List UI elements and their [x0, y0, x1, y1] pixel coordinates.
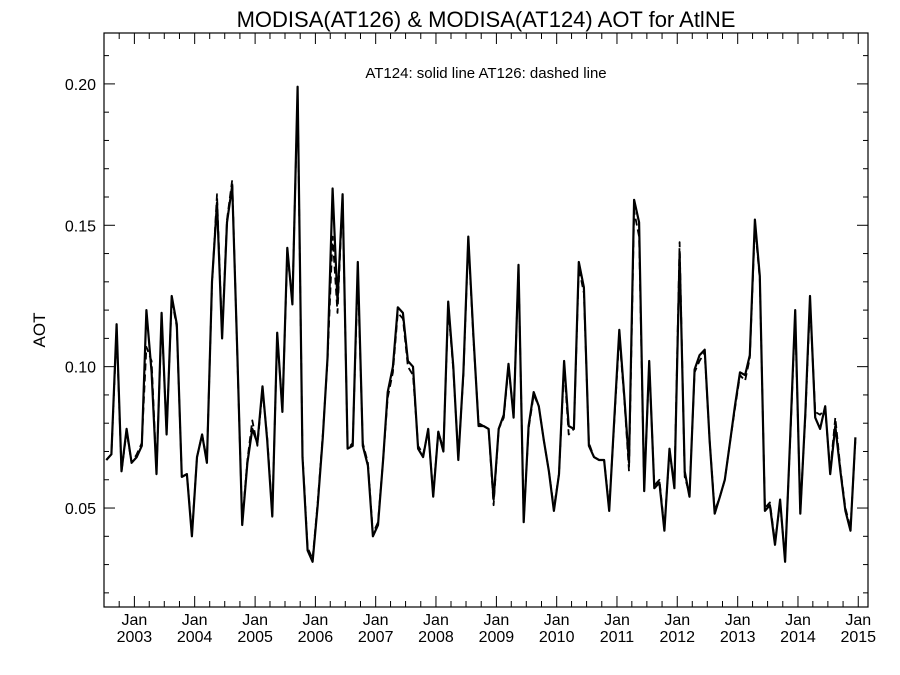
series-line-solid: [105, 85, 857, 563]
x-tick-year-label: 2011: [600, 629, 635, 646]
x-tick-month-label: Jan: [785, 612, 811, 629]
axis-ticks-layer: 0.050.100.150.20Jan2003Jan2004Jan2005Jan…: [65, 33, 876, 646]
x-tick-month-label: Jan: [544, 612, 570, 629]
x-tick-year-label: 2008: [418, 629, 454, 646]
x-tick-year-label: 2006: [298, 629, 334, 646]
x-tick-month-label: Jan: [363, 612, 389, 629]
y-axis-label: AOT: [30, 313, 49, 348]
x-tick-year-label: 2007: [358, 629, 394, 646]
y-tick-label: 0.05: [65, 501, 96, 518]
x-tick-month-label: Jan: [845, 612, 871, 629]
series-layer: [105, 85, 857, 563]
series-line-dashed: [105, 94, 857, 560]
y-tick-label: 0.15: [65, 218, 96, 235]
x-tick-year-label: 2013: [720, 629, 756, 646]
x-tick-month-label: Jan: [182, 612, 208, 629]
x-tick-year-label: 2003: [117, 629, 153, 646]
x-tick-month-label: Jan: [423, 612, 449, 629]
chart-title: MODISA(AT126) & MODISA(AT124) AOT for At…: [237, 7, 736, 32]
x-tick-month-label: Jan: [302, 612, 328, 629]
x-tick-month-label: Jan: [121, 612, 147, 629]
x-tick-month-label: Jan: [664, 612, 690, 629]
x-tick-year-label: 2004: [177, 629, 213, 646]
x-tick-month-label: Jan: [484, 612, 510, 629]
plot-frame: [103, 32, 869, 608]
series-annotation: AT124: solid line AT126: dashed line: [365, 65, 606, 82]
x-tick-year-label: 2014: [780, 629, 816, 646]
x-tick-month-label: Jan: [725, 612, 751, 629]
x-tick-year-label: 2015: [840, 629, 876, 646]
x-tick-year-label: 2010: [539, 629, 575, 646]
x-tick-month-label: Jan: [604, 612, 630, 629]
x-tick-year-label: 2012: [659, 629, 695, 646]
x-tick-month-label: Jan: [242, 612, 268, 629]
y-tick-label: 0.20: [65, 77, 96, 94]
x-tick-year-label: 2009: [479, 629, 515, 646]
x-tick-year-label: 2005: [237, 629, 273, 646]
y-tick-label: 0.10: [65, 360, 96, 377]
